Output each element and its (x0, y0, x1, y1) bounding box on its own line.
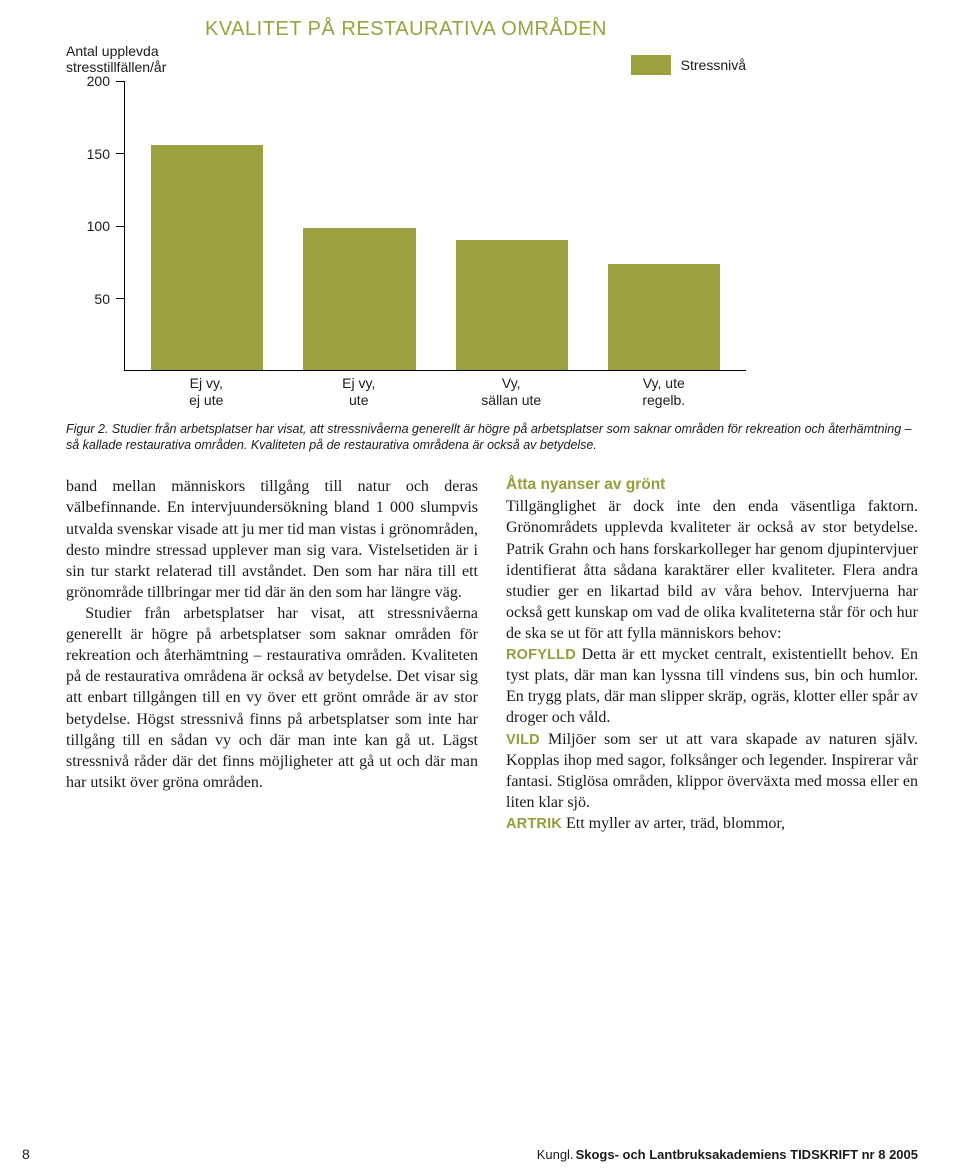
figure-label: Figur 2. (66, 422, 112, 436)
tick-mark (116, 298, 124, 299)
y-tick-label: 200 (87, 73, 110, 89)
body-columns: band mellan människors tillgång till nat… (66, 476, 918, 834)
figure-caption-text: Studier från arbetsplatser har visat, at… (66, 422, 912, 453)
bar (303, 228, 415, 370)
bar (608, 264, 720, 370)
col1-p1: band mellan människors tillgång till nat… (66, 476, 478, 603)
y-tick-label: 100 (87, 218, 110, 234)
page-footer: 8 Kungl. Skogs- och Lantbruksakademiens … (0, 1146, 960, 1162)
chart-legend: Stressnivå (631, 55, 746, 75)
legend-label: Stressnivå (681, 57, 746, 73)
col2-term1: ROFYLLD Detta är ett mycket centralt, ex… (506, 644, 918, 728)
y-tick-label: 150 (87, 146, 110, 162)
term-artrik: ARTRIK (506, 816, 562, 832)
tick-mark (116, 81, 124, 82)
footer-prefix: Kungl. (537, 1147, 574, 1162)
term-rofylld: ROFYLLD (506, 647, 576, 663)
term-artrik-text: Ett myller av arter, träd, blommor, (562, 815, 785, 832)
legend-swatch (631, 55, 671, 75)
page-number: 8 (22, 1146, 30, 1162)
col2-term3: ARTRIK Ett myller av arter, träd, blommo… (506, 813, 918, 834)
col2-term2: VILD Miljöer som ser ut att vara skapade… (506, 729, 918, 813)
subhead-atta: Åtta nyanser av grönt (506, 476, 918, 494)
chart: KVALITET PÅ RESTAURATIVA OMRÅDEN Antal u… (66, 18, 746, 409)
column-left: band mellan människors tillgång till nat… (66, 476, 478, 834)
page: KVALITET PÅ RESTAURATIVA OMRÅDEN Antal u… (0, 0, 960, 1176)
term-vild-text: Miljöer som ser ut att vara skapade av n… (506, 731, 918, 811)
bar (151, 145, 263, 370)
y-axis: 20015010050 (66, 81, 124, 371)
term-vild: VILD (506, 732, 540, 748)
x-tick-label: Vy, sällan ute (455, 375, 568, 409)
chart-title: KVALITET PÅ RESTAURATIVA OMRÅDEN (66, 18, 746, 41)
figure-caption: Figur 2. Studier från arbetsplatser har … (66, 421, 918, 455)
footer-title: Skogs- och Lantbruksakademiens TIDSKRIFT… (576, 1147, 918, 1162)
x-tick-label: Ej vy, ej ute (150, 375, 263, 409)
column-right: Åtta nyanser av grönt Tillgänglighet är … (506, 476, 918, 834)
chart-body: 20015010050 (66, 81, 746, 371)
x-tick-label: Vy, ute regelb. (608, 375, 721, 409)
x-axis: Ej vy, ej ute Ej vy, ute Vy, sällan ute Vy,… (124, 371, 746, 409)
chart-header-row: Antal upplevda stresstillfällen/år Stres… (66, 43, 746, 75)
bar (456, 240, 568, 371)
col2-p1: Tillgänglighet är dock inte den enda väs… (506, 496, 918, 644)
y-tick-label: 50 (94, 291, 110, 307)
tick-mark (116, 153, 124, 154)
col1-p2: Studier från arbetsplatser har visat, at… (66, 603, 478, 793)
plot-area (124, 81, 746, 371)
y-axis-title: Antal upplevda stresstillfällen/år (66, 43, 236, 75)
tick-mark (116, 226, 124, 227)
x-tick-label: Ej vy, ute (303, 375, 416, 409)
